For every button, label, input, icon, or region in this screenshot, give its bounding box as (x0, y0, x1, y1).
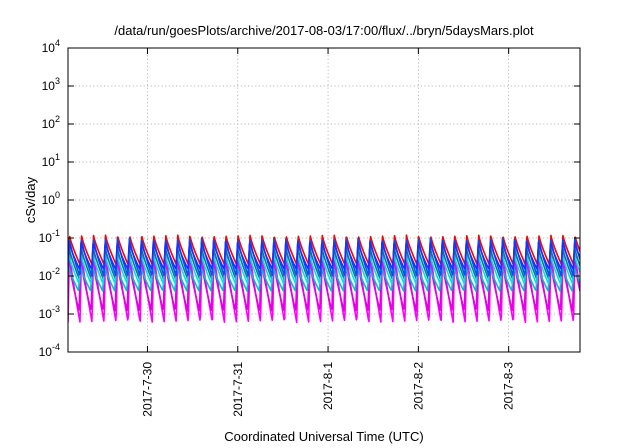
y-tick-label: 100 (42, 190, 60, 207)
x-tick-label: 2017-8-1 (321, 362, 335, 410)
y-tick-label: 10-1 (39, 228, 60, 245)
y-axis-label: cSv/day (23, 176, 38, 223)
x-tick-label: 2017-7-31 (231, 362, 245, 417)
y-axis: 10-4 10-3 10-2 10-1 100 101 102 103 104 (39, 38, 580, 359)
y-tick-label: 10-4 (39, 342, 60, 359)
series-line (68, 263, 580, 292)
y-tick-label: 101 (42, 152, 60, 169)
x-axis: 2017-7-30 2017-7-31 2017-8-1 2017-8-2 2017-8… (140, 48, 516, 417)
series-layer (68, 234, 580, 324)
x-tick-label: 2017-7-30 (140, 362, 154, 417)
y-tick-label: 10-2 (39, 266, 60, 283)
y-tick-label: 104 (42, 38, 60, 55)
grid-lines (68, 48, 580, 352)
chart-title: /data/run/goesPlots/archive/2017-08-03/1… (114, 23, 534, 38)
y-tick-label: 10-3 (39, 304, 60, 321)
y-tick-label: 102 (42, 114, 60, 131)
plot-area (68, 234, 580, 324)
x-axis-label: Coordinated Universal Time (UTC) (224, 429, 423, 444)
x-tick-label: 2017-8-2 (411, 362, 425, 410)
series-line (68, 240, 580, 271)
y-tick-label: 103 (42, 76, 60, 93)
x-tick-label: 2017-8-3 (502, 362, 516, 410)
